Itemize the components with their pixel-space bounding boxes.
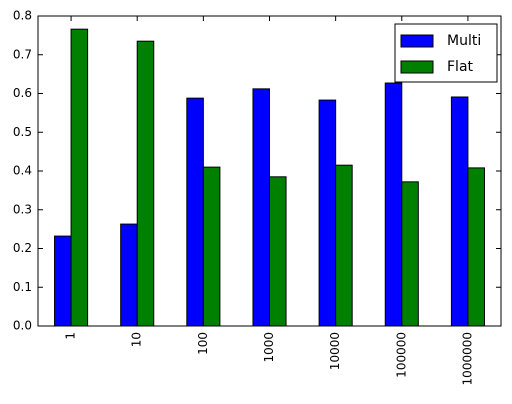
y-tick-label: 0.2: [13, 241, 32, 255]
bar: [384, 82, 403, 327]
y-tick-label: 0.7: [13, 47, 32, 61]
bar: [54, 235, 72, 327]
legend-label: Flat: [447, 59, 474, 75]
y-tick-label: 0.5: [13, 125, 32, 139]
x-tick-label: 100000: [394, 332, 408, 378]
y-tick-label: 0.8: [13, 9, 32, 23]
y-tick-label: 0.0: [13, 319, 32, 333]
y-tick-label: 0.1: [13, 280, 32, 294]
bar: [186, 97, 204, 327]
x-tick-label: 10000: [328, 332, 342, 370]
bar: [202, 166, 221, 327]
x-tick-label: 10: [130, 332, 144, 347]
legend-box: [394, 23, 498, 83]
x-tick-label: 1000: [262, 332, 276, 363]
x-tick-label: 1: [64, 332, 78, 340]
x-tick-label: 1000000: [460, 332, 474, 385]
bar: [467, 167, 485, 327]
legend-swatch: [400, 60, 434, 74]
y-tick-label: 0.3: [13, 202, 32, 216]
bar: [335, 164, 353, 327]
bar: [136, 40, 155, 327]
bar: [120, 223, 138, 327]
bar: [450, 96, 469, 327]
y-tick-label: 0.6: [13, 86, 32, 100]
x-tick-label: 100: [196, 332, 210, 355]
legend-swatch: [400, 34, 434, 48]
bar: [401, 181, 419, 327]
legend-label: Multi: [447, 33, 481, 49]
bar: [252, 88, 270, 327]
y-tick-label: 0.4: [13, 164, 32, 178]
bar: [318, 99, 337, 327]
bar: [70, 28, 89, 327]
bar: [269, 176, 287, 327]
